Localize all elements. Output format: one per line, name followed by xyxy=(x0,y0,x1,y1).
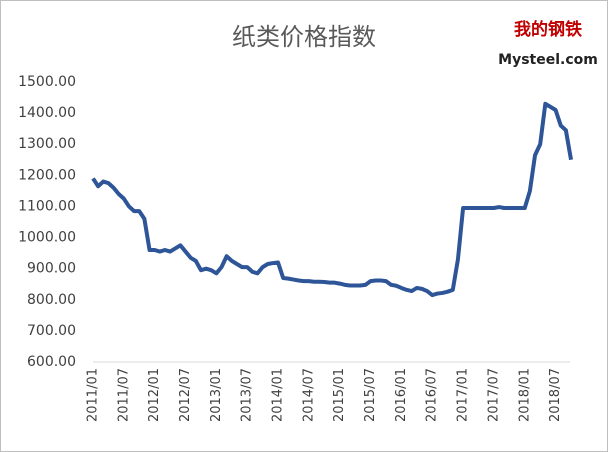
y-tick-label: 700.00 xyxy=(27,323,76,339)
x-tick-label: 2018/07 xyxy=(548,368,563,422)
x-tick-label: 2017/01 xyxy=(456,368,471,422)
chart-title: 纸类价格指数 xyxy=(232,23,376,51)
logo-bottom: Mysteel.com xyxy=(498,52,598,68)
x-tick-label: 2013/07 xyxy=(240,368,255,422)
x-tick-label: 2017/07 xyxy=(486,368,501,422)
y-tick-label: 800.00 xyxy=(27,292,76,308)
x-tick-label: 2014/07 xyxy=(301,368,316,422)
x-tick-label: 2011/07 xyxy=(116,368,131,422)
y-tick-label: 1400.00 xyxy=(18,105,76,121)
y-tick-label: 600.00 xyxy=(27,354,76,370)
y-tick-label: 1500.00 xyxy=(18,74,76,90)
x-tick-label: 2016/01 xyxy=(394,368,409,422)
y-tick-label: 1000.00 xyxy=(18,230,76,246)
x-tick-label: 2018/01 xyxy=(517,368,532,422)
y-tick-label: 1200.00 xyxy=(18,167,76,183)
y-tick-label: 1300.00 xyxy=(18,136,76,152)
x-tick-label: 2012/01 xyxy=(147,368,162,422)
x-tick-label: 2016/07 xyxy=(425,368,440,422)
line xyxy=(91,101,573,298)
x-tick-label: 2011/01 xyxy=(86,368,101,422)
x-tick-label: 2014/01 xyxy=(271,368,286,422)
x-tick-label: 2015/07 xyxy=(363,368,378,422)
y-tick-label: 1100.00 xyxy=(18,198,76,214)
x-tick-label: 2015/01 xyxy=(332,368,347,422)
logo-top: 我的钢铁 xyxy=(514,19,582,40)
x-tick-label: 2013/01 xyxy=(209,368,224,422)
x-tick-label: 2012/07 xyxy=(178,368,193,422)
y-tick-label: 900.00 xyxy=(27,261,76,277)
